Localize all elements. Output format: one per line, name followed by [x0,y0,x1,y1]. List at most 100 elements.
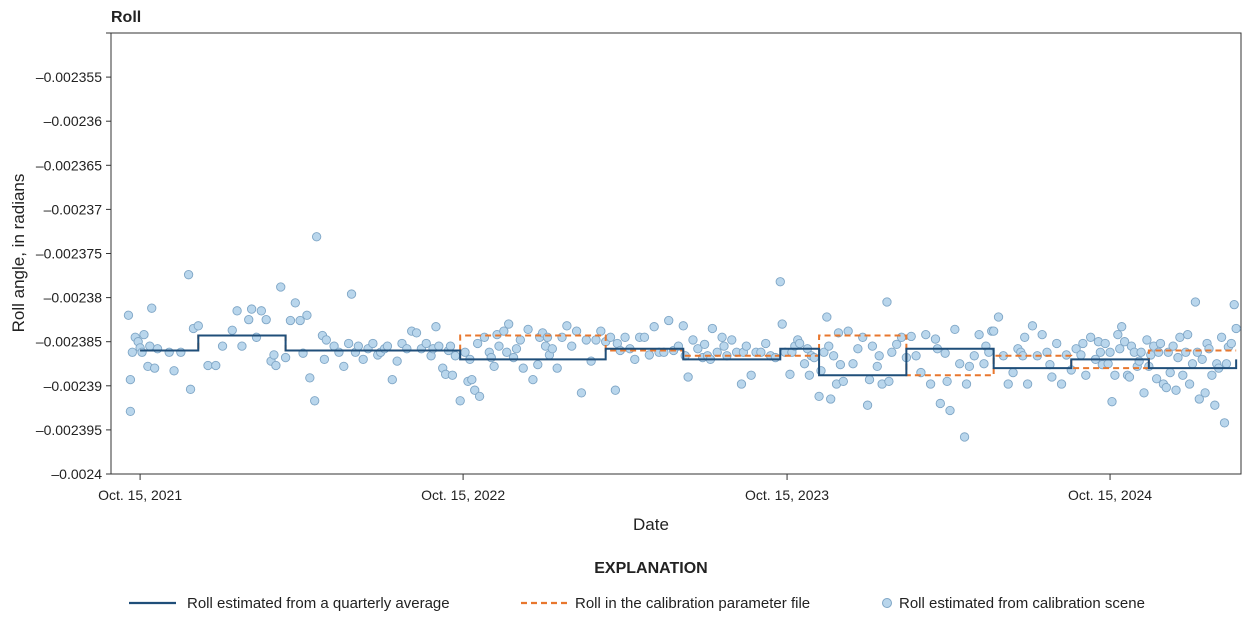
data-point [343,338,354,349]
data-point [276,282,286,292]
y-tick-label: –0.002385 [36,334,102,350]
data-point [639,332,650,342]
data-point [649,322,659,332]
data-point [1197,354,1207,364]
data-point [1056,379,1067,389]
data-point [169,366,179,376]
data-point [969,351,979,361]
legend-label-calibration-file: Roll in the calibration parameter file [575,595,810,612]
data-point [1022,379,1033,389]
data-point [853,344,863,354]
data-point [867,341,878,351]
data-point [353,341,363,351]
data-point [761,338,771,349]
data-point [183,270,194,280]
data-point [896,332,907,342]
data-point [567,341,577,351]
data-point [882,297,892,307]
data-point [906,331,916,342]
data-point [1078,338,1088,349]
data-point [824,341,834,351]
data-point [232,306,242,316]
data-point [368,338,378,349]
data-point [447,370,458,380]
data-point [1194,394,1204,404]
data-point [959,432,970,442]
x-tick-label: Oct. 15, 2024 [1068,487,1152,503]
data-point [664,315,674,326]
data-point [884,376,894,387]
data-point [311,232,322,242]
data-point [1020,332,1030,342]
data-point [280,352,291,363]
data-point [1134,356,1144,366]
data-point [1027,321,1038,331]
data-point [935,398,945,409]
data-point [251,332,262,342]
data-point [1146,350,1156,360]
data-point [508,352,519,363]
data-point [145,341,155,351]
data-point [862,400,873,410]
data-point [770,352,781,363]
data-point [911,351,921,361]
data-point [1210,400,1220,410]
data-point [1008,367,1018,378]
x-tick-label: Oct. 15, 2022 [421,487,505,503]
data-point [523,324,533,335]
data-point [930,334,941,344]
data-point [217,341,228,351]
data-point [346,289,357,299]
data-point [321,335,331,345]
data-point [1184,379,1195,389]
data-point [1200,388,1210,398]
data-point [777,319,787,329]
data-point [1207,370,1217,380]
data-point [494,341,504,351]
data-point [269,350,279,360]
data-point [809,352,819,363]
scatter-points [123,232,1241,442]
data-point [828,351,839,361]
explanation-title: EXPLANATION [594,560,707,577]
data-point [591,335,601,345]
data-point [707,323,718,334]
data-point [542,332,553,342]
data-point [872,361,882,372]
y-tick-label: –0.002375 [36,246,102,262]
data-point [1190,297,1201,307]
data-point [305,373,315,383]
data-point [499,326,509,336]
data-point [470,385,480,395]
data-point [552,363,562,373]
y-tick-label: –0.002355 [36,69,102,85]
data-point [746,370,756,380]
data-point [630,354,640,364]
data-point [149,363,160,373]
data-point [955,359,965,369]
legend-label-calibration-scene: Roll estimated from calibration scene [899,595,1145,612]
data-point [1037,329,1047,340]
data-point [139,329,149,340]
data-point [795,338,805,349]
step-lines [140,334,1238,377]
data-point [1178,370,1188,380]
data-point [610,385,621,395]
data-point [785,369,795,379]
data-point [848,359,858,369]
data-point [411,328,422,338]
data-point [382,341,393,351]
data-point [756,347,766,357]
data-point [940,348,950,358]
data-point [1175,332,1185,342]
data-point [835,359,846,370]
data-point [176,347,186,357]
data-point [843,326,853,336]
y-tick-label: –0.00237 [44,201,103,217]
data-point [678,321,688,331]
data-point [246,304,257,314]
data-point [576,388,587,398]
data-point [887,347,897,357]
data-point [858,332,868,342]
data-point [455,396,465,406]
